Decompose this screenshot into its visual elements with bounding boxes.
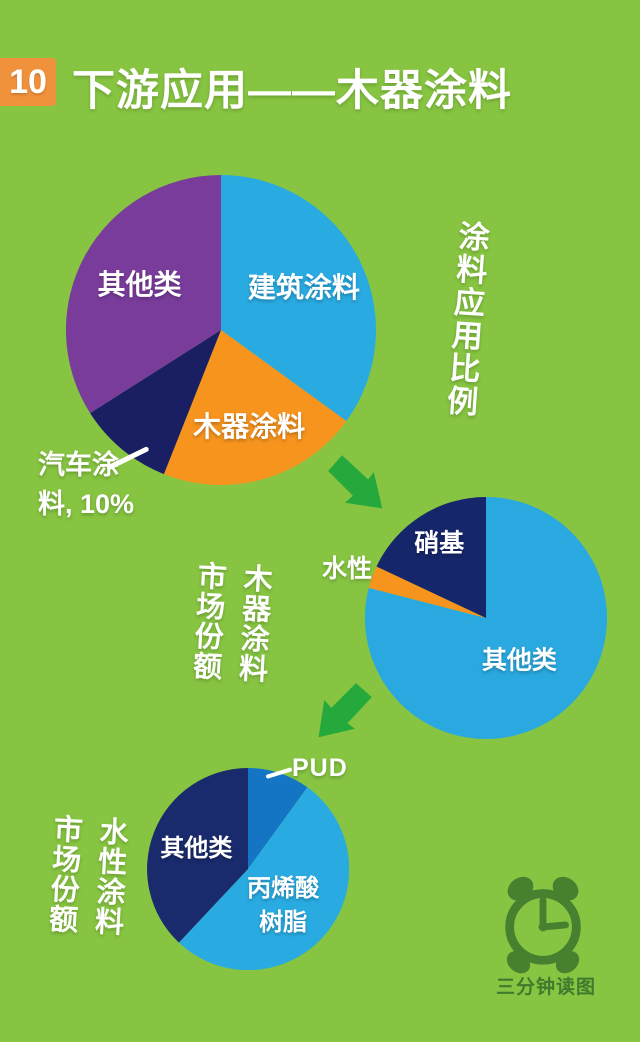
- label-automotive-line1: 汽车涂: [38, 450, 119, 480]
- side-title-wood-col: 木器涂料: [233, 562, 273, 685]
- alarm-clock-icon: [499, 872, 587, 974]
- pie-coating-application-ratio: 建筑涂料木器涂料 其他类: [66, 175, 376, 485]
- side-title-water-col: 水性涂料: [89, 815, 129, 938]
- side-title-wood-market-share: 木器涂料 市场份额: [179, 560, 277, 685]
- label-waterborne: 水性: [322, 555, 373, 583]
- page-number-badge: 10: [0, 58, 56, 106]
- pie-slice-label: 丙烯酸 树脂: [247, 875, 320, 937]
- pie-slice-label: 其他类: [160, 834, 233, 862]
- side-title-water-market-share: 水性涂料 市场份额: [35, 813, 133, 938]
- arrow-down-left-icon: [303, 675, 379, 751]
- side-title-market-col: 市场份额: [43, 813, 83, 935]
- logo-text: 三分钟读图: [496, 977, 597, 998]
- side-title-application-ratio: 涂料应用比例: [441, 219, 490, 419]
- pie-slice-label: 其他类: [481, 646, 557, 675]
- label-automotive-coatings: 汽车涂 料, 10%: [38, 446, 134, 524]
- pie-wood-coating-market-share: 其他类 硝基: [365, 497, 607, 739]
- label-automotive-line2: 料, 10%: [38, 489, 135, 520]
- pie-slice-label: 建筑涂料: [247, 271, 360, 303]
- arrow-down-right-icon: [320, 448, 396, 524]
- pie-slice-label: 木器涂料: [193, 410, 306, 442]
- page-title: 下游应用——木器涂料: [72, 67, 512, 115]
- pie-waterborne-market-share: 丙烯酸 树脂 其他类: [147, 768, 349, 970]
- pie-slice-label: 其他类: [97, 269, 182, 301]
- side-title-market-col: 市场份额: [187, 560, 227, 682]
- label-pud: PUD: [292, 754, 348, 782]
- pie-slice-label: 硝基: [414, 529, 465, 558]
